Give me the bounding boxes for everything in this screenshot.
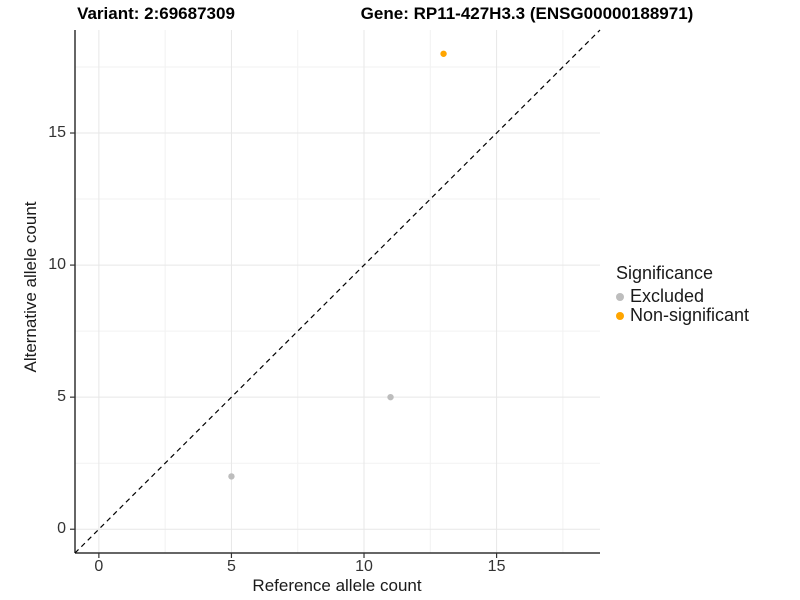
x-tick-label: 10 (355, 558, 373, 575)
y-axis-title: Alternative allele count (21, 201, 40, 373)
gene-title: Gene: RP11-427H3.3 (ENSG00000188971) (360, 4, 694, 23)
legend-item-label: Non-significant (630, 305, 750, 325)
identity-dashed-line (74, 29, 601, 554)
legend-item: Excluded (616, 286, 749, 306)
data-point-excluded (387, 393, 394, 401)
legend: Significance Excluded Non-significant (616, 263, 749, 325)
legend-dot-icon (616, 292, 624, 301)
y-tick-label: 0 (57, 520, 66, 538)
data-point-non-significant (440, 50, 447, 57)
x-axis-title: Reference allele count (252, 576, 422, 595)
legend-items: Excluded Non-significant (616, 286, 750, 325)
legend-dot-icon (616, 311, 624, 320)
variant-title: Variant: 2:69687309 (77, 4, 235, 23)
y-tick-label: 5 (57, 388, 66, 406)
x-tick-label: 5 (226, 558, 236, 575)
x-tick-label: 15 (487, 558, 506, 575)
x-tick-label: 0 (94, 558, 104, 575)
y-tick-label: 15 (48, 124, 66, 141)
legend-title: Significance (616, 263, 714, 283)
data-point-excluded (228, 473, 235, 480)
y-tick-label: 10 (48, 256, 66, 274)
legend-item: Non-significant (616, 305, 750, 325)
legend-item-label: Excluded (630, 286, 705, 306)
